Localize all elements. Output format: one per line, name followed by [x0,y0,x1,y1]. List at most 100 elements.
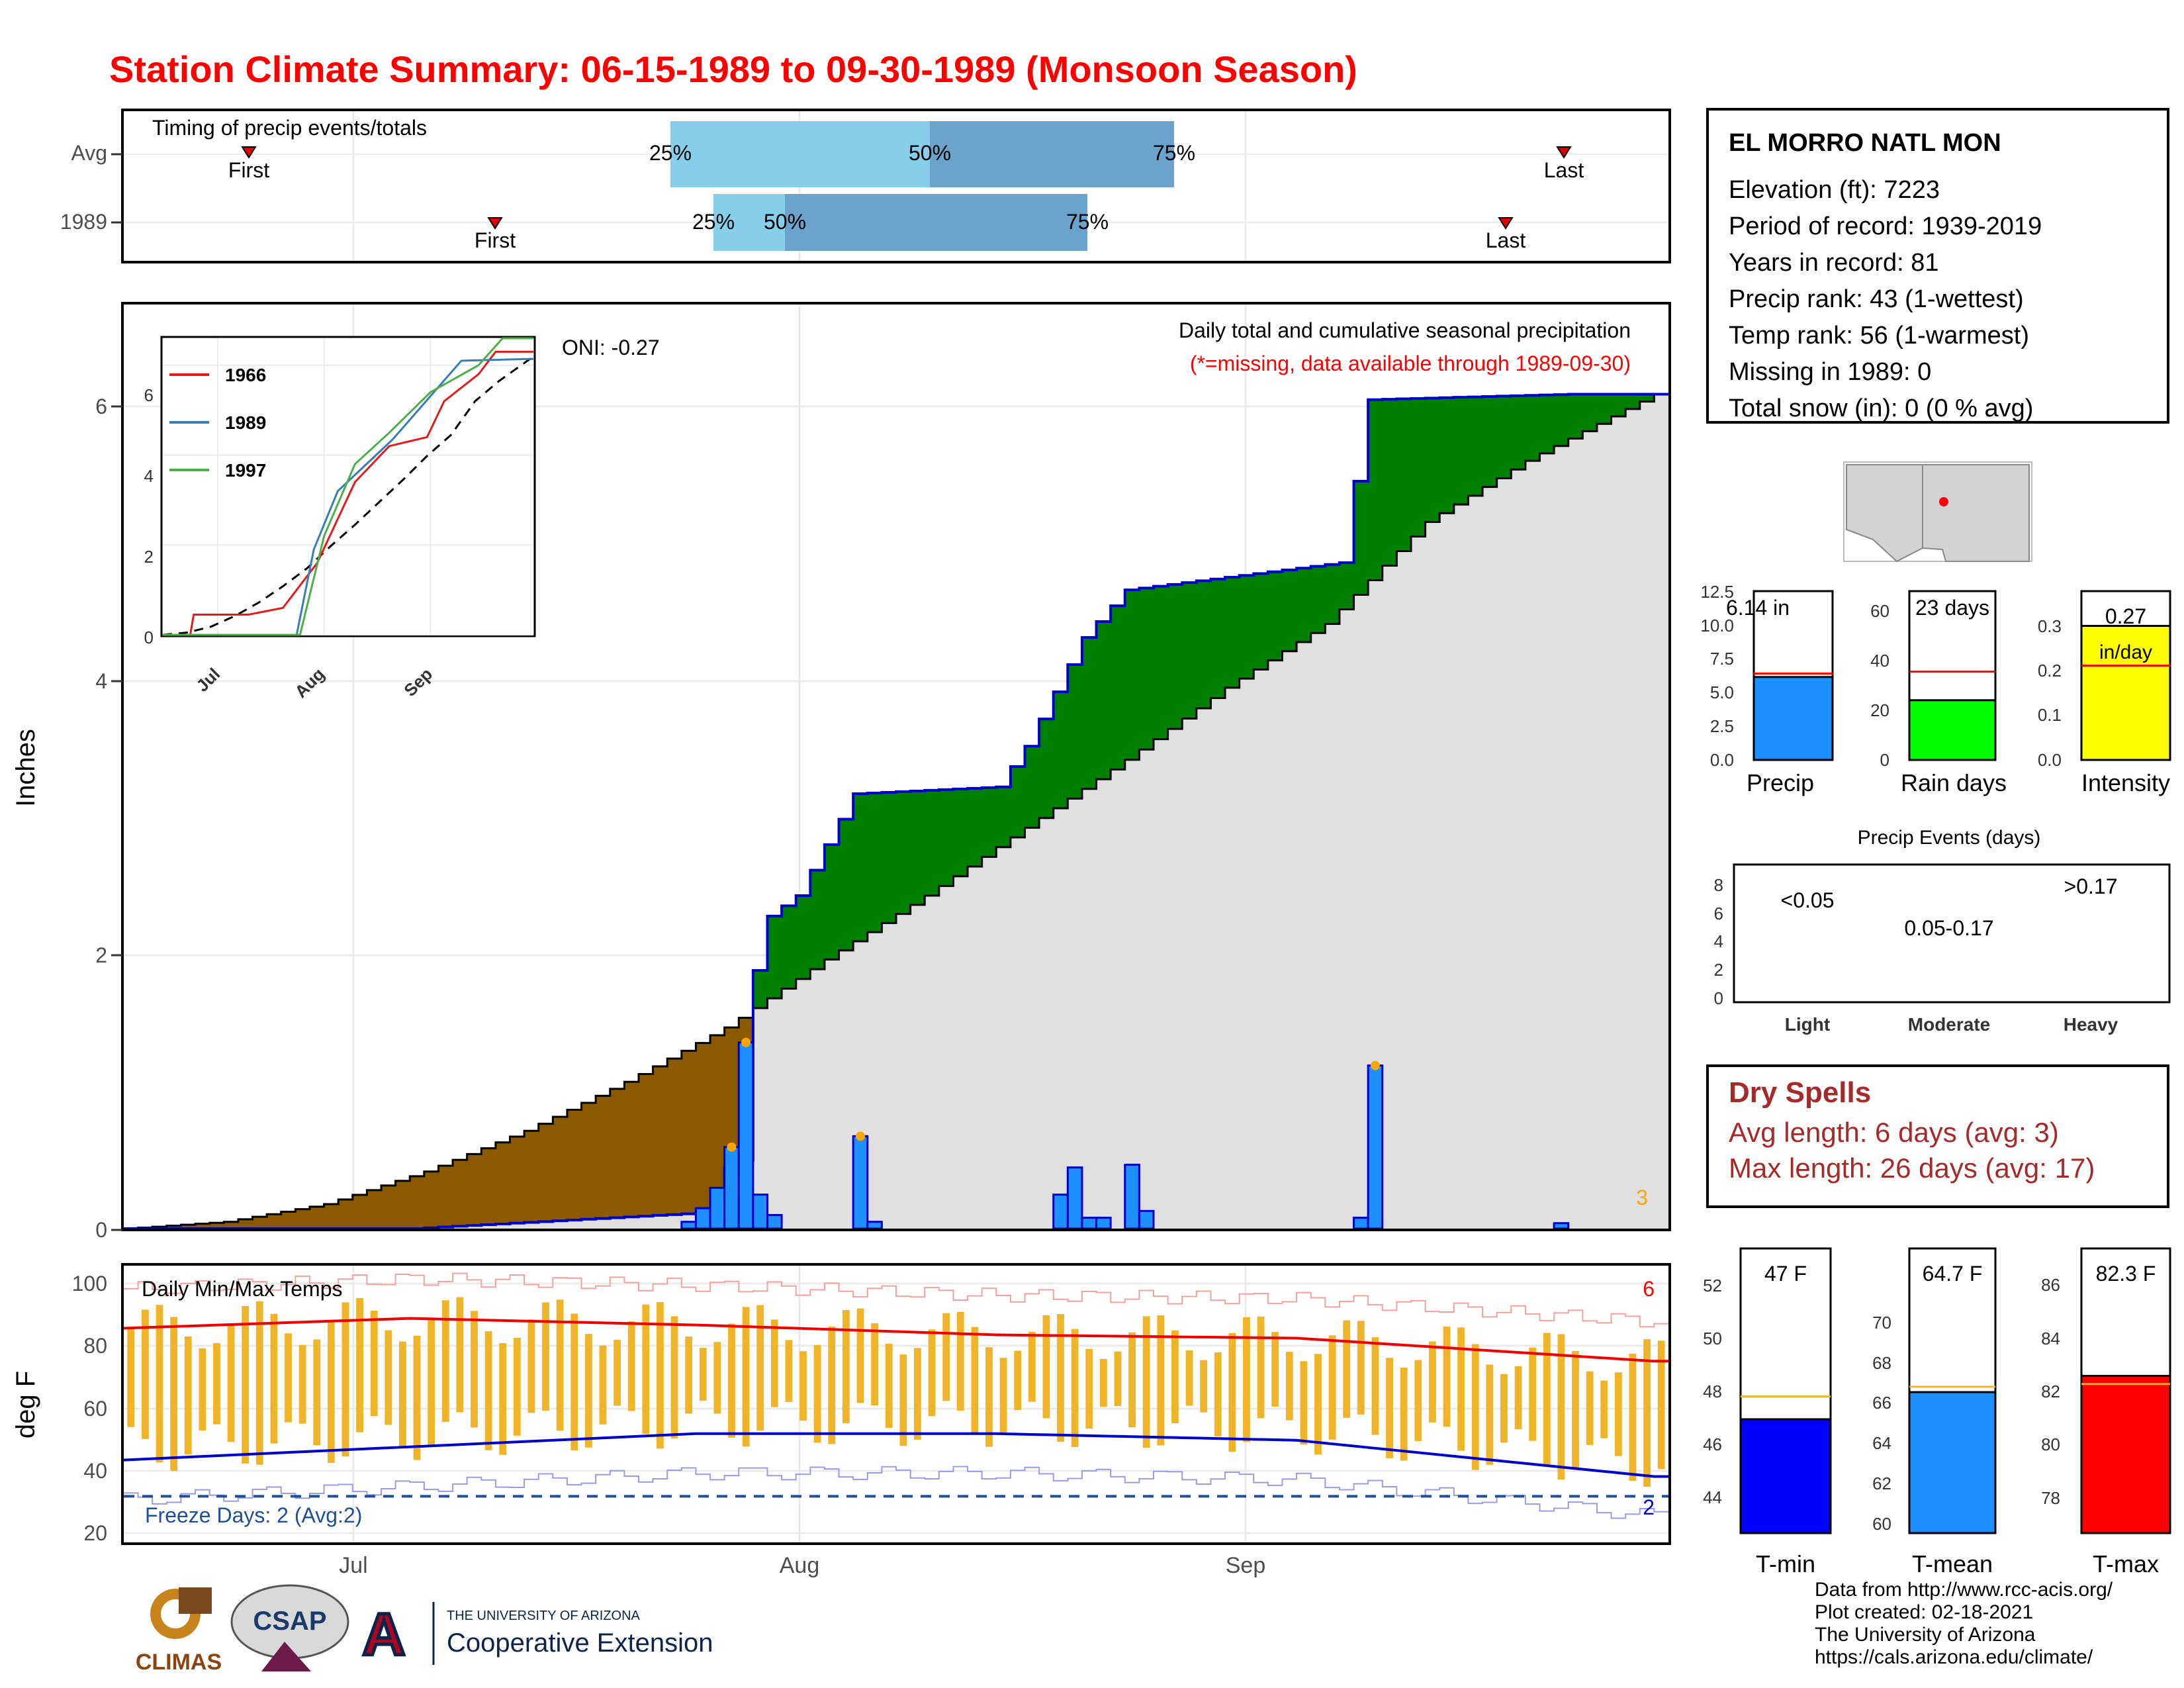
above-average-fill [867,793,882,933]
ua-big-text: Cooperative Extension [447,1628,713,1658]
daily-precip-bar [723,1146,740,1230]
event-heavy-text: >0.17 [2064,874,2118,898]
below-average-fill [581,1102,596,1219]
inset-ytick-0: 0 [144,628,154,647]
avg-p75-label: 75% [1153,141,1195,165]
timing-label: Timing of precip events/totals [152,116,427,140]
above-average-fill [824,845,840,960]
below-average-fill [295,1209,310,1229]
daily-temp-bar [956,1311,964,1411]
raindays-mini: Rain days 23 days 0 20 40 60 [1870,596,2007,796]
daily-temp-bar [914,1348,921,1440]
daily-temp-bar [499,1342,507,1455]
daily-precip-bar [709,1186,726,1230]
below-average-fill [267,1214,282,1229]
tmax-label: T-max [2093,1550,2159,1577]
daily-precip-bar [1353,1217,1369,1230]
avg-last-marker [1556,146,1572,159]
intensity-mini: Intensity 0.27 in/day 0.0 0.1 0.2 0.3 [2038,604,2170,796]
tmean-mini: T-mean 64.7 F 60 62 64 66 68 70 [1872,1262,1993,1577]
daily-temp-bar [999,1358,1007,1434]
inset-legend-1989: 1989 [225,412,266,433]
below-average-fill [410,1176,425,1229]
tmax-mini-bar [2080,1374,2171,1534]
station-info-box: EL MORRO NATL MON Elevation (ft): 7223 P… [1706,108,2169,424]
daily-precip-bar [752,1194,769,1230]
above-average-fill [1582,394,1598,432]
ytick-4: 4 [95,669,107,693]
daily-temp-bar [1114,1351,1122,1407]
inset-legend-1966: 1966 [225,365,266,385]
tmean-ytick-60: 60 [1872,1514,1891,1534]
events-ytick-0: 0 [1714,988,1723,1008]
ytick-6: 6 [95,395,107,418]
yr-p75-label: 75% [1066,210,1109,234]
inset-ytick-2: 2 [144,547,154,567]
daily-temp-bar [985,1347,993,1447]
below-average-fill [381,1185,396,1229]
temp-y-axis-label: deg F [11,1371,40,1438]
above-average-fill [1167,584,1183,729]
above-average-fill [1482,397,1498,487]
daily-temp-bar [1500,1374,1508,1443]
cumulative-1989-line [124,393,1668,1230]
above-average-fill [1568,394,1583,439]
tmin-mini: T-min 47 F 44 46 48 50 52 [1703,1262,1815,1577]
raindays-mini-value: 23 days [1915,596,1989,620]
daily-temp-bar [799,1351,807,1421]
daily-temp-bar [856,1308,864,1403]
above-average-fill [1196,581,1212,709]
tmean-mini-bar [1908,1391,1997,1534]
daily-temp-bar [456,1297,464,1413]
tmin-ytick-50: 50 [1703,1329,1722,1348]
daily-temp-bar [242,1305,250,1464]
location-map [1843,461,2032,563]
daily-temp-bar [227,1324,235,1442]
above-average-fill [1439,397,1455,514]
station-marker [1939,497,1948,506]
daily-temp-bar [785,1340,793,1402]
above-average-fill [1368,399,1383,581]
csap-logo: CSAP [230,1584,349,1671]
dry-spells-title: Dry Spells [1729,1076,1872,1109]
above-average-fill [1053,692,1068,809]
daily-temp-bar [971,1327,979,1435]
daily-temp-bar [542,1302,549,1411]
yr-p50-label: 50% [764,210,806,234]
daily-max-marker [1370,1060,1380,1070]
hot-count: 6 [1643,1277,1655,1301]
tmin-label: T-min [1756,1550,1815,1577]
above-average-fill [1596,394,1612,424]
cumulative-average-line [124,393,1668,1230]
daily-temp-bar [184,1336,192,1455]
daily-temp-bar [341,1302,349,1457]
temp-ytick-80: 80 [83,1334,107,1358]
daily-temp-bar [513,1337,521,1436]
yr-last-marker [1498,217,1514,230]
tmax-mini: T-max 82.3 F 78 80 82 84 86 [2041,1262,2159,1577]
precip-mini-ytick-4: 10.0 [1700,616,1734,635]
tmean-ytick-68: 68 [1872,1353,1891,1373]
above-average-fill [782,906,797,989]
above-average-fill [1353,481,1369,595]
record-high-line [124,1272,1668,1328]
below-average-fill [724,1027,739,1168]
daily-temp-bar [1200,1360,1208,1413]
events-ytick-2: 2 [1714,960,1723,980]
above-average-fill [1468,397,1483,496]
credit-line-3: The University of Arizona [1815,1624,2036,1646]
below-average-fill [510,1136,525,1223]
above-average-fill [1111,606,1126,770]
row-label-avg: Avg [71,141,107,165]
events-ytick-4: 4 [1714,931,1723,951]
above-average-fill [1297,568,1312,643]
daily-temp-bar [1572,1350,1579,1468]
below-average-fill [681,1051,697,1214]
daily-temp-bar [1285,1352,1293,1421]
cold-count: 2 [1643,1495,1655,1519]
daily-temp-bar [1085,1348,1093,1429]
below-average-fill [495,1142,511,1224]
inset-average-line [162,357,533,636]
daily-temp-bar [313,1339,321,1446]
